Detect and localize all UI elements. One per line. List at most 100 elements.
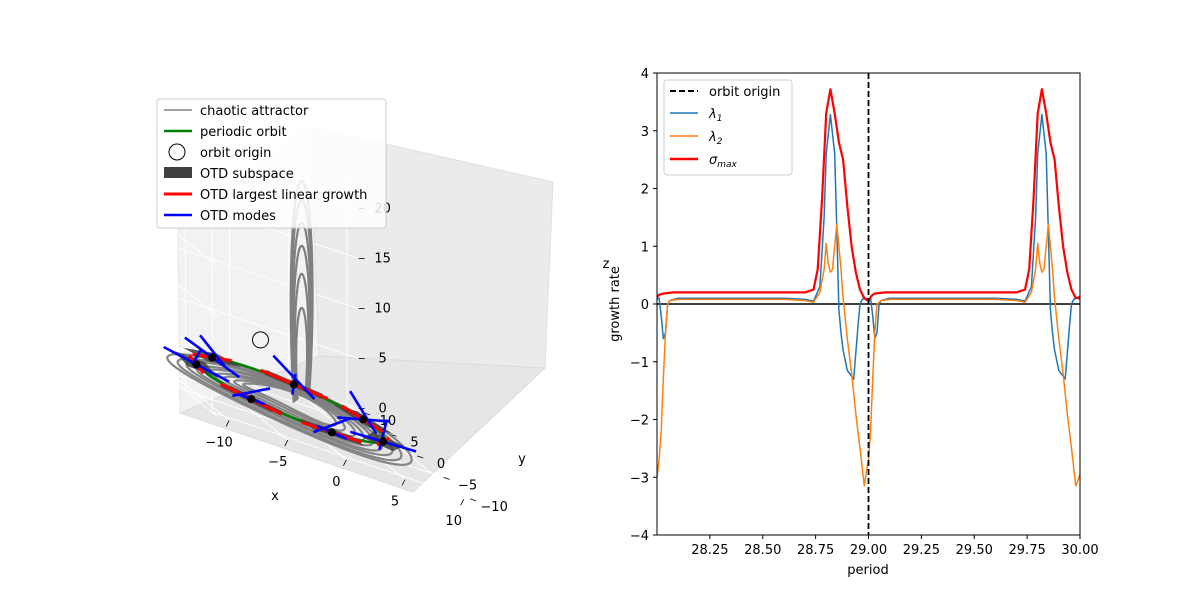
- attractor-arch: [292, 244, 311, 401]
- z-axis-label: z: [603, 257, 610, 272]
- legend-item-otd-modes: OTD modes: [164, 209, 276, 224]
- y-tick-label: −10: [480, 500, 507, 515]
- y-tick-label: 2: [641, 183, 649, 198]
- x-tick-mark: [401, 479, 406, 486]
- grid-line-z: [100, 221, 359, 317]
- y-axis-label: growth rate: [608, 266, 623, 342]
- legend-label: periodic orbit: [200, 125, 287, 140]
- legend-label-base: λ: [708, 107, 717, 122]
- legend-label-sub: 2: [717, 137, 723, 147]
- legend-swatch: [168, 143, 186, 161]
- x-tick-label: 29.25: [903, 543, 940, 558]
- grid-line-z: [100, 171, 359, 267]
- attractor-legend: chaotic attractor periodic orbit orbit o…: [156, 98, 387, 229]
- z-tick-label: 10: [374, 302, 391, 317]
- x-axis-ticks: 28.25 28.50 28.75 29.00 29.25 29.50 29.75 30.00: [691, 535, 1099, 558]
- otd-mode-line: [349, 390, 378, 435]
- otd-station-point: [192, 360, 201, 369]
- legend-item-chaotic-attractor: chaotic attractor: [164, 104, 309, 119]
- x-axis-label: period: [847, 563, 888, 578]
- y-tick-mark: [416, 455, 424, 459]
- z-tick-label: 5: [378, 352, 386, 367]
- y-tick-mark: [470, 498, 477, 502]
- legend-item-otd-subspace: OTD subspace: [164, 167, 294, 182]
- x-tick-label: 28.75: [797, 543, 834, 558]
- x-tick-label: 28.50: [744, 543, 781, 558]
- otd-mode-line: [272, 354, 316, 401]
- legend-item-sigma-max: σmax: [670, 153, 738, 170]
- z-tick-label: 15: [374, 252, 391, 267]
- y-tick-label: −1: [630, 356, 649, 371]
- y-tick-label: −5: [458, 478, 477, 493]
- x-tick-label: 0: [332, 475, 340, 490]
- x-tick-label: 5: [391, 495, 399, 510]
- y-tick-label: −4: [630, 529, 649, 544]
- grid-3d: [100, 95, 471, 500]
- y-tick-label: 3: [641, 125, 649, 140]
- x-tick-mark: [284, 439, 289, 447]
- legend-item-orbit-origin: orbit origin: [168, 143, 271, 161]
- legend-frame: [663, 79, 793, 176]
- x-tick-label: 28.25: [691, 543, 728, 558]
- attractor-arch: [295, 306, 309, 400]
- plot-area: [657, 73, 1080, 535]
- y-tick-label: 4: [641, 67, 649, 82]
- y-tick-label: 1: [641, 240, 649, 255]
- otd-station-point: [208, 353, 217, 362]
- legend-label-sub: max: [717, 160, 737, 170]
- series-line-lambda2: [657, 223, 1080, 487]
- legend-label: orbit origin: [200, 146, 271, 161]
- legend-label: orbit origin: [709, 85, 780, 100]
- otd-station-point: [379, 437, 388, 446]
- y-tick-label: 0: [641, 298, 649, 313]
- x-tick-label: 29.50: [956, 543, 993, 558]
- growth-rate-legend: orbit origin λ1 λ2 σmax: [663, 79, 793, 176]
- x-tick-label: −5: [268, 455, 287, 470]
- y-tick-label: −3: [630, 471, 649, 486]
- legend-label: λ1: [708, 107, 722, 124]
- legend-label: OTD modes: [200, 209, 276, 224]
- z-tick-label: 0: [378, 402, 386, 417]
- attractor-arch: [293, 272, 310, 401]
- otd-mode-line: [199, 334, 226, 367]
- legend-label: λ2: [708, 130, 723, 147]
- legend-item-orbit-origin: orbit origin: [670, 85, 780, 100]
- legend-label: OTD subspace: [200, 167, 294, 182]
- x-axis-label: x: [271, 489, 279, 504]
- legend-label-base: λ: [708, 130, 717, 145]
- x-tick-label: 10: [445, 514, 462, 529]
- x-tick-label: 29.75: [1009, 543, 1046, 558]
- x-tick-mark: [343, 459, 347, 466]
- legend-swatch: [164, 167, 192, 178]
- y-tick-label: 0: [437, 457, 445, 472]
- otd-mode-line: [312, 417, 351, 434]
- otd-mode-line: [232, 387, 271, 398]
- x-tick-mark: [460, 499, 465, 506]
- x-axis-ticks: −10 −5 0 5 10: [205, 420, 465, 529]
- legend-label: σmax: [709, 153, 738, 170]
- x-tick-label: −10: [205, 435, 232, 450]
- otd-stations: [163, 334, 417, 453]
- x-tick-label: 29.00: [850, 543, 887, 558]
- legend-label: OTD largest linear growth: [200, 188, 367, 203]
- legend-item-periodic-orbit: periodic orbit: [164, 125, 287, 140]
- legend-frame: [156, 98, 387, 229]
- otd-station-point: [359, 415, 368, 424]
- growth-rate-axes: 28.25 28.50 28.75 29.00 29.25 29.50 29.75 30.00…: [608, 67, 1099, 578]
- grid-line-z: [100, 271, 359, 367]
- y-tick-mark: [443, 476, 450, 480]
- x-tick-mark: [225, 420, 230, 427]
- otd-station-point: [247, 395, 256, 404]
- x-tick-label: 30.00: [1061, 543, 1098, 558]
- otd-station-point: [289, 380, 298, 389]
- legend-label-base: σ: [709, 153, 718, 168]
- y-axis-ticks: −4 −3 −2 −1 0 1 2 3 4: [630, 67, 657, 544]
- legend-item-lambda2: λ2: [670, 130, 723, 147]
- y-axis-label: y: [518, 452, 526, 467]
- y-tick-label: −2: [630, 414, 649, 429]
- legend-item-lambda1: λ1: [670, 107, 722, 124]
- otd-station-point: [327, 428, 336, 437]
- orbit-origin-marker: [252, 331, 269, 349]
